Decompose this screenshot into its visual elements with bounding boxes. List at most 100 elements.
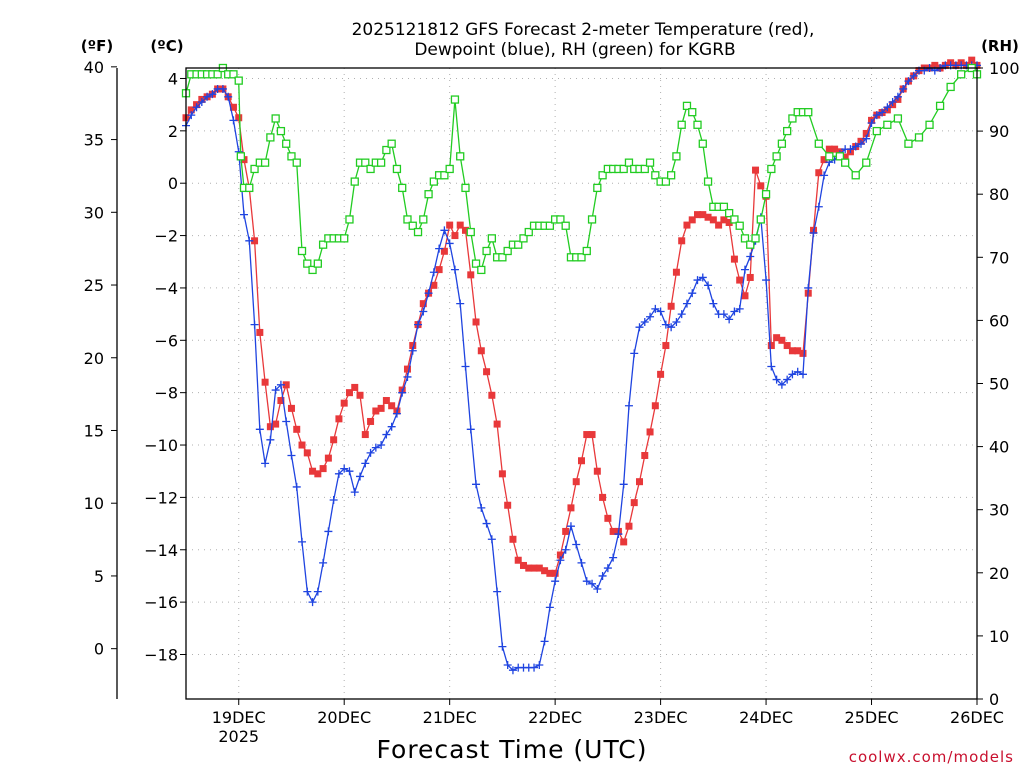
dewpoint-point xyxy=(725,315,734,324)
temperature-point xyxy=(298,441,306,449)
dewpoint-point xyxy=(846,145,855,154)
temperature-point xyxy=(256,328,264,336)
f-tick-label: 20 xyxy=(84,349,104,368)
dewpoint-point xyxy=(224,92,233,101)
temperature-point xyxy=(372,407,380,415)
dewpoint-point xyxy=(862,134,871,143)
rh-point xyxy=(767,164,776,174)
dewpoint-point xyxy=(440,226,449,235)
dewpoint-point xyxy=(276,380,285,389)
dewpoint-point xyxy=(408,346,417,355)
dewpoint-point xyxy=(403,372,412,381)
dewpoint-point xyxy=(366,448,375,457)
dewpoint-point xyxy=(208,90,217,99)
temperature-point xyxy=(720,216,728,224)
f-tick-label: 5 xyxy=(94,567,104,586)
dewpoint-point xyxy=(661,320,670,329)
rh-point xyxy=(308,265,317,275)
temperature-point xyxy=(820,156,828,164)
x-tick-label: 26DEC xyxy=(950,708,1004,727)
rh-point xyxy=(883,120,892,129)
rh-point xyxy=(382,145,391,155)
temperature-point xyxy=(572,478,580,486)
dewpoint-point xyxy=(313,587,322,596)
rh-tick-label: 50 xyxy=(989,375,1009,394)
dewpoint-point xyxy=(630,349,639,358)
temperature-point xyxy=(488,391,496,399)
rh-point xyxy=(761,190,771,199)
c-tick-label: −4 xyxy=(154,279,178,298)
rh-point xyxy=(292,158,301,167)
temperature-point xyxy=(535,564,543,572)
rh-point xyxy=(345,215,354,224)
c-tick-label: 0 xyxy=(168,174,178,193)
rh-point xyxy=(672,152,681,161)
dewpoint-point xyxy=(324,527,333,536)
rh-point xyxy=(756,215,765,224)
dewpoint-point xyxy=(261,459,270,468)
dewpoint-point xyxy=(461,362,470,371)
temperature-point xyxy=(451,232,459,240)
rh-point xyxy=(788,114,797,123)
rh-point xyxy=(751,234,760,243)
rh-point xyxy=(577,253,586,262)
temperature-point xyxy=(456,221,464,229)
dewpoint-point xyxy=(609,553,618,562)
dewpoint-point xyxy=(783,375,792,384)
temperature-point xyxy=(367,417,375,425)
temperature-point xyxy=(625,522,633,530)
dewpoint-point xyxy=(788,370,797,379)
dewpoint-point xyxy=(551,577,560,586)
dewpoint-point xyxy=(561,545,570,554)
rh-point xyxy=(245,183,254,193)
temperature-point xyxy=(504,501,512,509)
rh-point xyxy=(424,190,433,199)
rh-point xyxy=(340,234,349,243)
temperature-point xyxy=(356,391,364,399)
temperature-point xyxy=(272,420,280,428)
temperature-point xyxy=(694,211,702,219)
rh-point xyxy=(456,152,465,161)
temperature-point xyxy=(309,467,317,475)
temperature-point xyxy=(730,255,738,263)
dewpoint-point xyxy=(651,304,660,313)
x-tick-label: 19DEC xyxy=(212,708,266,727)
dewpoint-point xyxy=(371,443,380,452)
dewpoint-point xyxy=(240,210,249,219)
dewpoint-point xyxy=(303,587,312,596)
dewpoint-point xyxy=(203,92,212,101)
series-layer xyxy=(181,56,982,675)
temperature-point xyxy=(556,551,564,559)
rh-point xyxy=(361,158,370,167)
temperature-point xyxy=(752,166,760,174)
dewpoint-point xyxy=(740,265,749,274)
dewpoint-point xyxy=(435,244,444,253)
dewpoint-point xyxy=(603,564,612,573)
x-tick-label: 25DEC xyxy=(845,708,899,727)
rh-point xyxy=(392,164,402,174)
rh-point xyxy=(904,139,913,148)
dewpoint-point xyxy=(704,281,713,290)
dewpoint-point xyxy=(377,441,386,450)
temperature-point xyxy=(335,415,343,423)
c-tick-label: 4 xyxy=(168,69,178,88)
dewpoint-point xyxy=(893,92,902,101)
temperature-point xyxy=(514,556,522,564)
rh-point xyxy=(376,158,386,167)
dewpoint-point xyxy=(345,467,354,476)
rh-point xyxy=(772,152,781,161)
temperature-point xyxy=(493,420,501,428)
temperature-point xyxy=(567,504,575,512)
f-tick-label: 30 xyxy=(84,203,104,222)
dewpoint-point xyxy=(187,111,196,120)
dewpoint-point xyxy=(746,252,755,261)
dewpoint-point xyxy=(909,71,918,80)
dewpoint-point xyxy=(282,417,291,426)
temperature-point xyxy=(435,266,443,274)
dewpoint-point xyxy=(429,268,438,277)
dewpoint-point xyxy=(498,642,507,651)
temperature-point xyxy=(736,276,744,284)
rh-point xyxy=(593,183,602,193)
dewpoint-point xyxy=(888,98,897,107)
temperature-point xyxy=(704,213,712,221)
